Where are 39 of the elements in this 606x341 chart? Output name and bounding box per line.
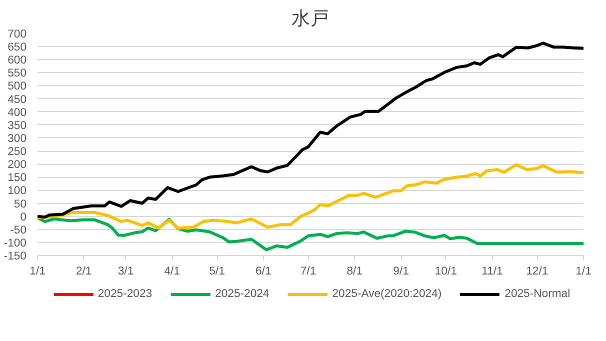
y-tick-label: 100 bbox=[8, 185, 27, 198]
legend-label: 2025-2024 bbox=[215, 288, 270, 300]
y-tick-label: 650 bbox=[8, 42, 27, 54]
y-tick-label: -150 bbox=[4, 250, 27, 262]
y-tick-label: 350 bbox=[8, 120, 27, 132]
line-series bbox=[38, 42, 584, 219]
x-tick-label: 6/1 bbox=[256, 266, 272, 278]
y-tick-label: 200 bbox=[8, 159, 27, 172]
x-tick-label: 10/1 bbox=[434, 266, 457, 278]
y-tick-label: 450 bbox=[8, 94, 27, 106]
y-tick-label: 500 bbox=[8, 80, 27, 93]
y-tick-label: 0 bbox=[20, 211, 27, 224]
y-tick-label: -100 bbox=[4, 237, 27, 250]
x-tick-label: 7/1 bbox=[300, 266, 316, 278]
x-tick-label: 11/1 bbox=[482, 266, 503, 278]
x-tick-label: 8/1 bbox=[346, 266, 363, 278]
y-tick-label: 150 bbox=[8, 172, 27, 184]
x-tick-label: 2/1 bbox=[76, 266, 92, 278]
legend-label: 2025-Normal bbox=[504, 288, 570, 300]
y-tick-label: 50 bbox=[14, 198, 27, 210]
y-tick-label: 700 bbox=[8, 28, 27, 40]
y-tick-label: 250 bbox=[8, 146, 27, 158]
x-tick-label: 5/1 bbox=[209, 266, 225, 278]
y-tick-label: 300 bbox=[8, 132, 27, 145]
chart-title: 水戸 bbox=[292, 8, 330, 28]
x-tick-label: 4/1 bbox=[164, 266, 180, 278]
legend-label: 2025-2023 bbox=[98, 288, 152, 300]
y-tick-label: -50 bbox=[10, 224, 26, 236]
y-tick-label: 600 bbox=[8, 54, 27, 67]
x-tick-label: 1/1 bbox=[576, 266, 592, 278]
x-tick-label: 1/1 bbox=[30, 266, 46, 278]
x-tick-label: 12/1 bbox=[526, 266, 548, 278]
line-series bbox=[38, 163, 584, 230]
x-tick-label: 3/1 bbox=[118, 266, 134, 278]
legend-label: 2025-Ave(2020:2024) bbox=[332, 288, 442, 300]
y-tick-label: 550 bbox=[8, 68, 27, 80]
x-tick-label: 9/1 bbox=[393, 266, 409, 278]
y-tick-label: 400 bbox=[8, 106, 27, 119]
line-series bbox=[38, 216, 584, 252]
